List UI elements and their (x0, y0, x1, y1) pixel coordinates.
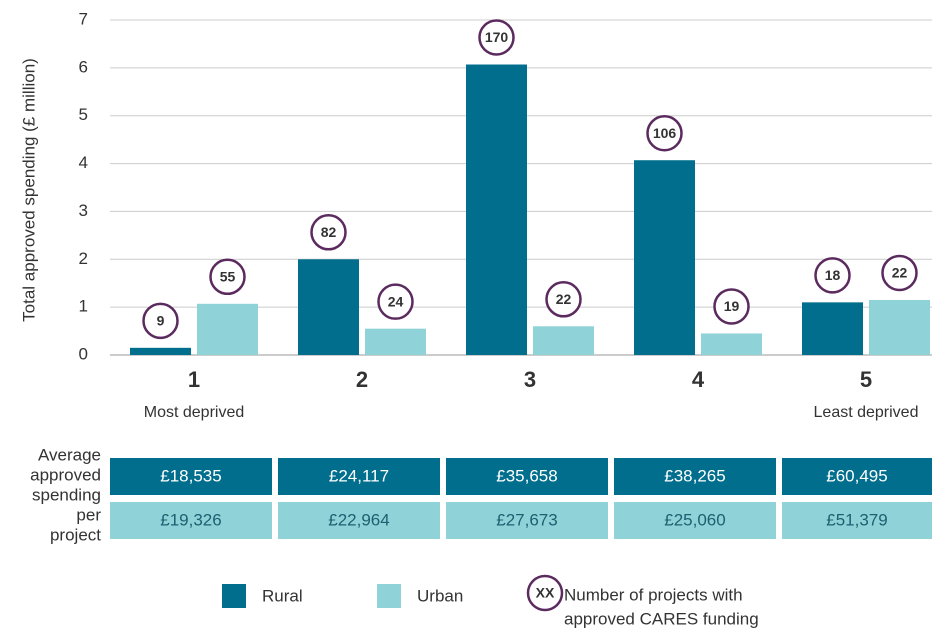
table-cell (614, 502, 776, 539)
x-tick-label: 1 (188, 367, 200, 392)
bar (466, 64, 527, 355)
table-cell (614, 458, 776, 495)
legend-label: Number of projects with (564, 585, 743, 604)
project-count-circle (209, 258, 246, 296)
y-tick-label: 2 (79, 249, 88, 268)
y-axis-label: Total approved spending (£ million) (19, 58, 38, 322)
project-count: 22 (892, 265, 908, 281)
legend-swatch (222, 584, 246, 608)
table-value: £25,060 (664, 510, 725, 529)
table-cell (446, 458, 608, 495)
legend-label: Rural (262, 586, 303, 605)
legend-swatch (377, 584, 401, 608)
project-count-circle (646, 114, 683, 152)
category-note: Least deprived (814, 404, 919, 421)
legend-marker-text: XX (536, 585, 555, 601)
y-tick-label: 7 (79, 9, 88, 28)
project-count: 19 (724, 298, 740, 314)
project-count-circle (881, 254, 918, 292)
table-value: £38,265 (664, 466, 725, 485)
project-count: 106 (653, 125, 677, 141)
table-value: £35,658 (496, 466, 557, 485)
project-count-circle (142, 302, 179, 340)
table-label: per (76, 505, 101, 524)
table-label: spending (32, 485, 101, 504)
y-tick-label: 4 (79, 153, 88, 172)
legend-label: Urban (417, 586, 463, 605)
table-cell (782, 502, 932, 539)
project-count: 170 (485, 29, 509, 45)
bar (869, 299, 930, 355)
project-count-circle (310, 214, 347, 251)
bar (634, 160, 695, 355)
table-cell (782, 458, 932, 495)
table-value: £22,964 (328, 510, 389, 529)
y-tick-label: 6 (79, 57, 88, 76)
table-value: £19,326 (160, 510, 221, 529)
bar (365, 328, 426, 355)
table-cell (278, 458, 440, 495)
x-tick-label: 2 (356, 367, 368, 392)
y-tick-label: 1 (79, 297, 88, 316)
project-count-circle (377, 283, 414, 320)
table-value: £24,117 (329, 466, 389, 485)
table-value: £27,673 (496, 510, 557, 529)
table-cell (110, 502, 272, 539)
x-tick-label: 3 (524, 367, 536, 392)
project-count-circle (713, 288, 750, 325)
table-label: approved (30, 465, 101, 484)
bar (533, 326, 594, 355)
y-tick-label: 5 (79, 105, 88, 124)
y-tick-label: 3 (79, 201, 88, 220)
project-count: 82 (321, 224, 337, 240)
table-cell (446, 502, 608, 539)
project-count-circle (478, 19, 515, 56)
project-count: 22 (556, 291, 572, 307)
bar (298, 259, 359, 355)
project-count: 24 (388, 293, 404, 309)
y-tick-label: 0 (79, 344, 88, 363)
legend-marker (526, 574, 564, 612)
bar (130, 347, 191, 355)
bar (802, 302, 863, 355)
project-count-circle (814, 257, 851, 294)
category-note: Most deprived (144, 404, 245, 421)
x-tick-label: 5 (860, 367, 872, 392)
project-count-circle (545, 281, 582, 318)
table-value: £18,535 (160, 466, 221, 485)
project-count: 9 (157, 313, 165, 329)
project-count: 55 (220, 268, 236, 284)
table-label: project (50, 525, 101, 544)
table-cell (110, 458, 272, 495)
x-tick-label: 4 (692, 367, 705, 392)
table-cell (278, 502, 440, 539)
bar (701, 333, 762, 355)
table-value: £51,379 (826, 510, 887, 529)
legend-label: approved CARES funding (564, 609, 759, 628)
table-value: £60,495 (826, 466, 887, 485)
bar (197, 303, 258, 355)
project-count: 18 (825, 267, 841, 283)
table-label: Average (38, 445, 101, 464)
